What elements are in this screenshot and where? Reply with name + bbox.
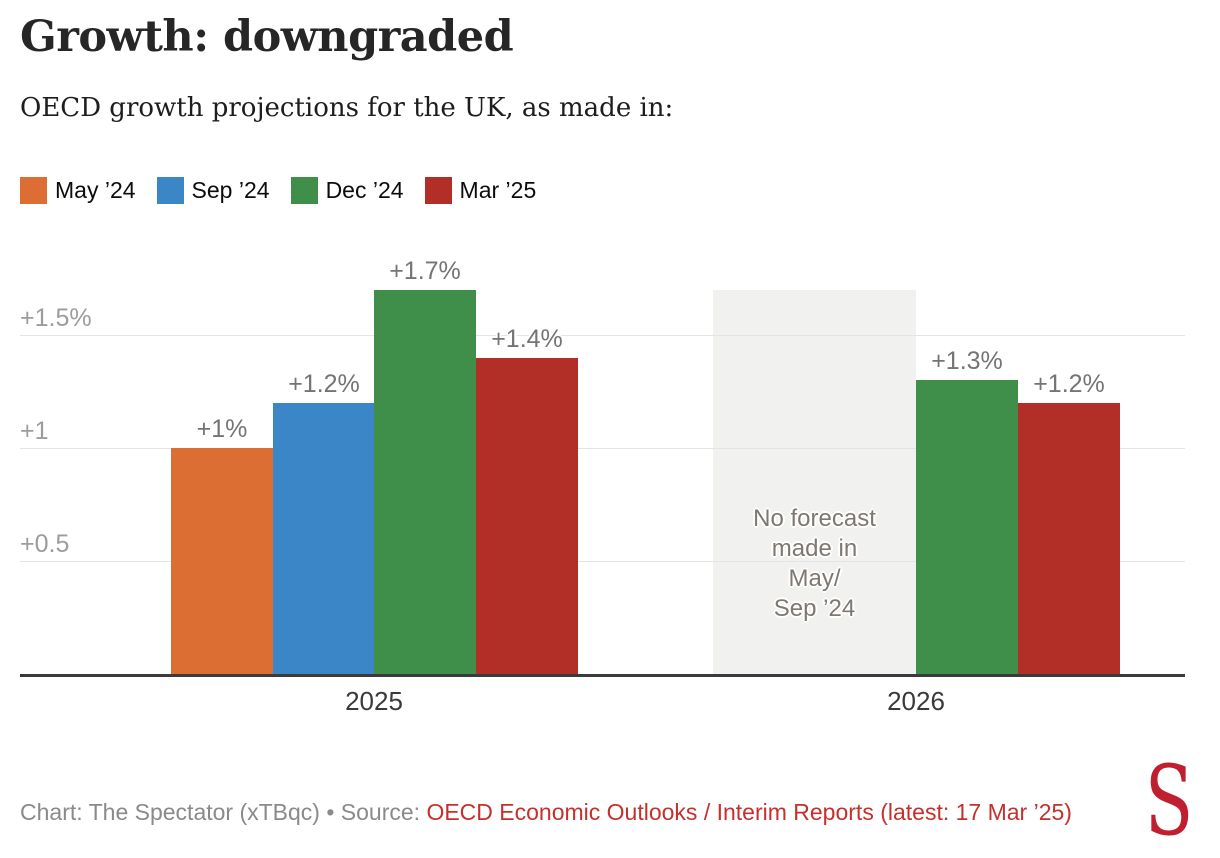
bar-2025-3: [374, 290, 476, 674]
bar-2026-4: [1018, 403, 1120, 674]
bar-value-label: +1.2%: [288, 370, 360, 398]
x-axis-label-2025: 2025: [345, 686, 403, 716]
legend-swatch-may-24-icon: [20, 177, 47, 204]
legend-item-mar-25: Mar ’25: [424, 177, 537, 204]
legend-item-may-24: May ’24: [20, 177, 136, 204]
no-forecast-box: [713, 290, 916, 674]
gridline-0.5: [20, 561, 1185, 562]
x-axis-label-2026: 2026: [887, 686, 945, 716]
legend: May ’24 Sep ’24 Dec ’24 Mar ’25: [20, 177, 536, 204]
legend-swatch-sep-24-icon: [156, 177, 184, 204]
bar-value-label: +1.2%: [1033, 370, 1105, 398]
bar-value-label: +1.7%: [389, 257, 461, 285]
legend-item-sep-24: Sep ’24: [156, 177, 270, 204]
legend-label-dec-24: Dec ’24: [325, 177, 404, 203]
x-axis-baseline: [20, 674, 1185, 677]
spectator-logo[interactable]: S: [1144, 745, 1194, 857]
y-axis-tick-label: +1.5%: [20, 304, 92, 332]
footer-source-link[interactable]: OECD Economic Outlooks / Interim Reports…: [426, 799, 1072, 825]
gridline-1.5: [20, 335, 1185, 336]
y-axis-tick-label: +0.5: [20, 530, 70, 558]
bar-2025-2: [273, 403, 375, 674]
no-forecast-note-line: May/: [788, 565, 841, 592]
y-axis-tick-label: +1: [20, 417, 49, 445]
no-forecast-note-line: Sep ’24: [773, 595, 856, 622]
page-title: Growth: downgraded: [20, 12, 514, 62]
bar-value-label: +1.3%: [931, 347, 1003, 375]
legend-label-may-24: May ’24: [55, 177, 136, 203]
legend-label-mar-25: Mar ’25: [459, 177, 537, 203]
bar-2025-1: [171, 448, 273, 674]
bar-2025-4: [476, 358, 578, 674]
legend-swatch-mar-25-icon: [424, 177, 452, 204]
bar-value-label: +1.4%: [491, 325, 563, 353]
no-forecast-note: No forecast made in May/Sep ’24: [713, 504, 916, 624]
footer-credit: Chart: The Spectator (xTBqc) • Source:: [20, 799, 427, 825]
bar-2026-3: [916, 380, 1018, 674]
no-forecast-note-line: No forecast: [753, 505, 876, 532]
page-subtitle: OECD growth projections for the UK, as m…: [20, 93, 674, 123]
legend-label-sep-24: Sep ’24: [191, 177, 270, 203]
gridline-1: [20, 448, 1185, 449]
bar-value-label: +1%: [196, 415, 248, 443]
no-forecast-note-line: made in: [771, 535, 858, 562]
footer: Chart: The Spectator (xTBqc) • Source: O…: [20, 799, 1072, 826]
legend-item-dec-24: Dec ’24: [290, 177, 404, 204]
legend-swatch-dec-24-icon: [290, 177, 318, 204]
